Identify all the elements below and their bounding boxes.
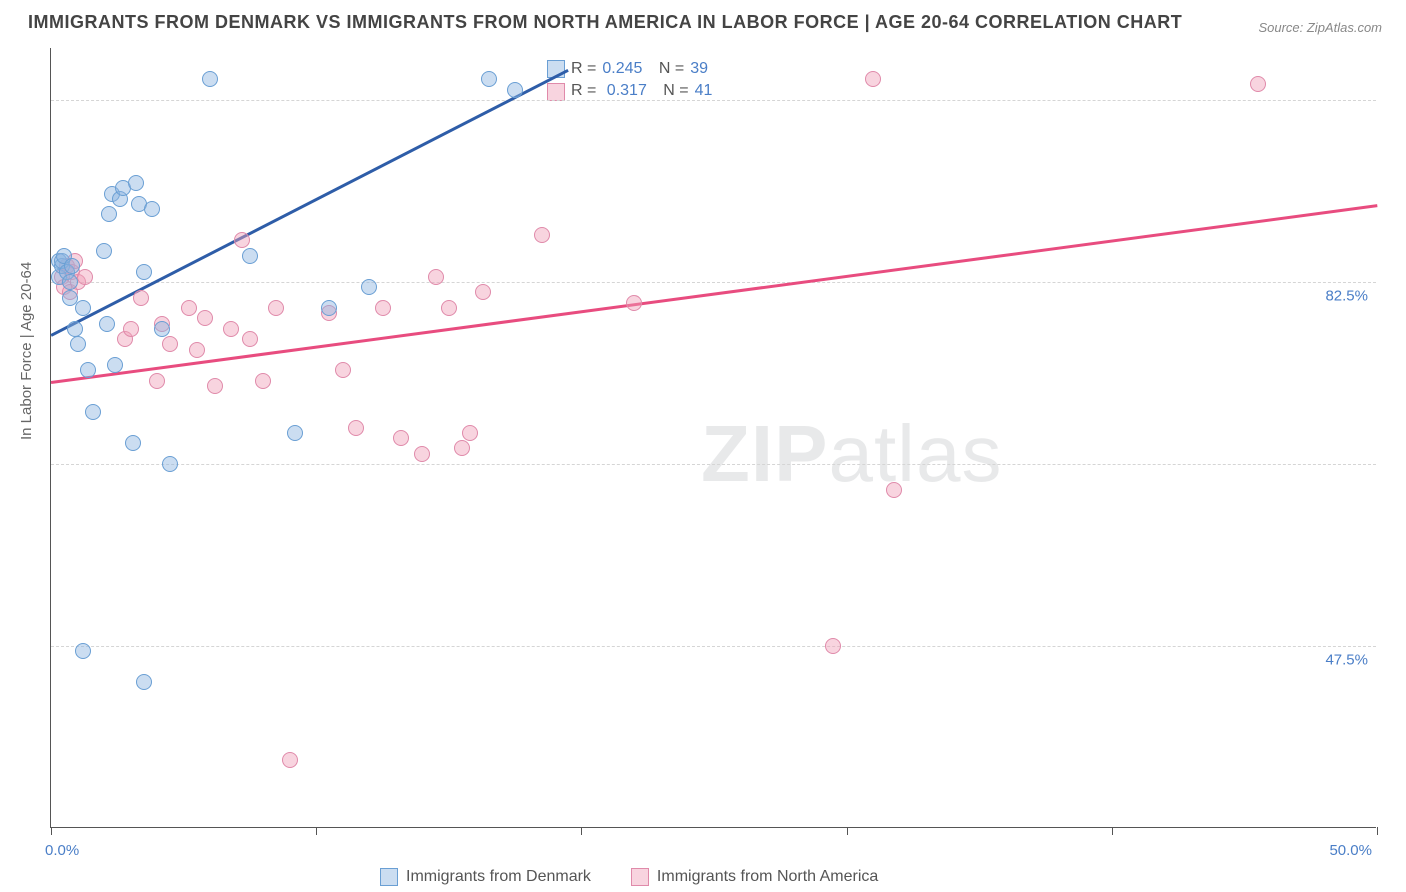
- data-point-northamerica: [626, 295, 642, 311]
- legend-label-northamerica: Immigrants from North America: [657, 868, 878, 886]
- x-tick: [581, 827, 582, 835]
- data-point-denmark: [62, 274, 78, 290]
- data-point-denmark: [75, 643, 91, 659]
- swatch-northamerica: [547, 83, 565, 101]
- watermark-zip: ZIP: [701, 409, 828, 498]
- data-point-denmark: [136, 264, 152, 280]
- data-point-denmark: [287, 425, 303, 441]
- data-point-northamerica: [393, 430, 409, 446]
- trend-line: [50, 69, 568, 336]
- data-point-northamerica: [335, 362, 351, 378]
- data-point-denmark: [101, 206, 117, 222]
- data-point-denmark: [507, 82, 523, 98]
- data-point-northamerica: [223, 321, 239, 337]
- data-point-northamerica: [133, 290, 149, 306]
- watermark-atlas: atlas: [828, 409, 1002, 498]
- data-point-northamerica: [534, 227, 550, 243]
- data-point-northamerica: [1250, 76, 1266, 92]
- data-point-denmark: [70, 336, 86, 352]
- data-point-northamerica: [242, 331, 258, 347]
- swatch-northamerica-bottom: [631, 868, 649, 886]
- data-point-northamerica: [865, 71, 881, 87]
- legend-item-denmark: Immigrants from Denmark: [380, 868, 591, 886]
- watermark: ZIPatlas: [701, 408, 1002, 500]
- data-point-northamerica: [234, 232, 250, 248]
- data-point-northamerica: [886, 482, 902, 498]
- swatch-denmark-bottom: [380, 868, 398, 886]
- data-point-northamerica: [197, 310, 213, 326]
- data-point-denmark: [64, 258, 80, 274]
- x-tick: [847, 827, 848, 835]
- data-point-northamerica: [825, 638, 841, 654]
- y-tick-label: 82.5%: [1325, 288, 1368, 305]
- x-tick-label: 0.0%: [45, 842, 79, 859]
- r-label: R =: [571, 58, 596, 80]
- data-point-denmark: [85, 404, 101, 420]
- data-point-denmark: [481, 71, 497, 87]
- data-point-denmark: [75, 300, 91, 316]
- data-point-denmark: [136, 674, 152, 690]
- correlation-legend: R = 0.245 N = 39 R = 0.317 N = 41: [541, 56, 718, 105]
- legend-row-denmark: R = 0.245 N = 39: [547, 58, 712, 80]
- data-point-denmark: [242, 248, 258, 264]
- x-tick: [51, 827, 52, 835]
- x-tick-label: 50.0%: [1329, 842, 1372, 859]
- data-point-northamerica: [414, 446, 430, 462]
- series-legend: Immigrants from Denmark Immigrants from …: [380, 868, 878, 886]
- y-axis-label: In Labor Force | Age 20-64: [18, 262, 35, 440]
- gridline: [51, 646, 1376, 647]
- source-attribution: Source: ZipAtlas.com: [1258, 20, 1382, 35]
- x-tick: [1377, 827, 1378, 835]
- data-point-northamerica: [207, 378, 223, 394]
- data-point-denmark: [321, 300, 337, 316]
- gridline: [51, 464, 1376, 465]
- data-point-denmark: [361, 279, 377, 295]
- data-point-denmark: [125, 435, 141, 451]
- data-point-denmark: [99, 316, 115, 332]
- data-point-denmark: [80, 362, 96, 378]
- data-point-northamerica: [462, 425, 478, 441]
- data-point-denmark: [128, 175, 144, 191]
- data-point-northamerica: [454, 440, 470, 456]
- legend-item-northamerica: Immigrants from North America: [631, 868, 878, 886]
- x-tick: [1112, 827, 1113, 835]
- data-point-denmark: [162, 456, 178, 472]
- data-point-denmark: [67, 321, 83, 337]
- data-point-denmark: [107, 357, 123, 373]
- data-point-northamerica: [123, 321, 139, 337]
- data-point-northamerica: [149, 373, 165, 389]
- x-tick: [316, 827, 317, 835]
- y-tick-label: 47.5%: [1325, 652, 1368, 669]
- gridline: [51, 282, 1376, 283]
- data-point-northamerica: [162, 336, 178, 352]
- n-label: N =: [659, 58, 684, 80]
- data-point-denmark: [96, 243, 112, 259]
- data-point-northamerica: [181, 300, 197, 316]
- gridline: [51, 100, 1376, 101]
- r-value-denmark: 0.245: [602, 58, 642, 80]
- data-point-northamerica: [255, 373, 271, 389]
- n-value-denmark: 39: [690, 58, 708, 80]
- chart-title: IMMIGRANTS FROM DENMARK VS IMMIGRANTS FR…: [28, 12, 1182, 33]
- data-point-northamerica: [268, 300, 284, 316]
- data-point-denmark: [144, 201, 160, 217]
- data-point-denmark: [202, 71, 218, 87]
- data-point-northamerica: [282, 752, 298, 768]
- data-point-northamerica: [77, 269, 93, 285]
- legend-label-denmark: Immigrants from Denmark: [406, 868, 591, 886]
- data-point-northamerica: [428, 269, 444, 285]
- data-point-northamerica: [475, 284, 491, 300]
- data-point-northamerica: [348, 420, 364, 436]
- data-point-northamerica: [375, 300, 391, 316]
- plot-area: ZIPatlas R = 0.245 N = 39 R = 0.317 N = …: [50, 48, 1376, 828]
- data-point-denmark: [154, 321, 170, 337]
- data-point-northamerica: [441, 300, 457, 316]
- data-point-northamerica: [189, 342, 205, 358]
